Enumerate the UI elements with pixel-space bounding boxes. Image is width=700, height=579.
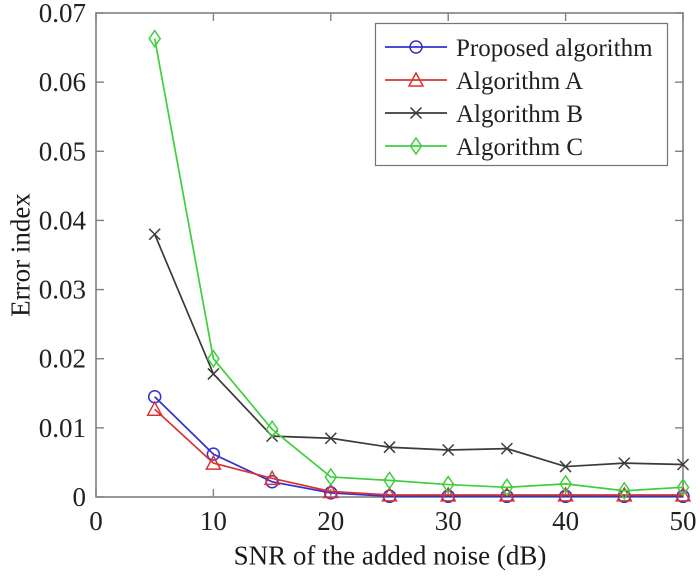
x-marker (148, 228, 161, 241)
x-marker-stroke (383, 441, 396, 454)
y-tick-label: 0 (73, 482, 87, 512)
triangle-marker (322, 482, 340, 499)
x-marker (409, 106, 423, 120)
x-marker (324, 432, 337, 445)
diamond-marker (500, 477, 514, 497)
diamond-marker (676, 477, 690, 497)
x-marker (559, 460, 572, 473)
series-algorithm-b (148, 228, 690, 473)
series-algorithm-a (146, 400, 692, 502)
legend-label: Algorithm A (456, 68, 583, 95)
x-tick-label: 50 (670, 506, 697, 536)
legend-label: Proposed algorithm (456, 35, 653, 62)
circle-marker (324, 486, 338, 500)
diamond-marker (617, 481, 631, 501)
series-line (153, 38, 684, 492)
diamond-marker (148, 29, 162, 48)
x-marker-stroke (324, 432, 337, 445)
diamond-marker (324, 467, 338, 487)
legend-item-algorithm-b: Algorithm B (385, 101, 583, 128)
x-marker-stroke (676, 458, 690, 471)
triangle-marker (674, 486, 692, 502)
y-tick-label: 0.03 (39, 275, 86, 305)
diamond-marker (206, 349, 220, 369)
x-tick-label: 10 (200, 506, 227, 536)
circle-marker (441, 489, 455, 504)
x-marker-stroke (207, 367, 220, 380)
series-line (154, 408, 683, 496)
x-marker-stroke (409, 106, 423, 120)
circle-marker (676, 489, 690, 504)
circle-marker (500, 489, 514, 504)
diamond-marker (559, 474, 573, 494)
triangle-marker (146, 400, 163, 416)
y-tick-label: 0.01 (39, 413, 86, 443)
legend-item-proposed-algorithm: Proposed algorithm (385, 35, 653, 62)
x-tick-label: 20 (317, 506, 344, 536)
y-tick-label: 0.07 (39, 0, 86, 28)
diamond-marker (383, 471, 396, 490)
legend-item-algorithm-a: Algorithm A (385, 68, 583, 95)
triangle-marker (263, 469, 281, 486)
triangle-marker (498, 486, 516, 502)
diamond-marker (409, 136, 423, 156)
y-tick-label: 0.05 (39, 136, 86, 166)
x-marker-stroke (442, 443, 455, 457)
series-line (153, 233, 684, 468)
circle-marker (558, 489, 573, 504)
x-axis-title: SNR of the added noise (dB) (233, 540, 547, 571)
x-marker (618, 457, 631, 470)
y-tick-label: 0.02 (39, 344, 86, 374)
legend: Proposed algorithm Algorithm A Algorithm B… (374, 22, 669, 167)
series-proposed-algorithm (147, 389, 690, 504)
x-marker (500, 442, 513, 455)
x-marker-stroke (148, 228, 161, 241)
legend-item-algorithm-c: Algorithm C (385, 134, 583, 161)
series-line (154, 396, 683, 498)
triangle-marker (407, 71, 425, 87)
y-axis-title: Error index (5, 193, 36, 317)
circle-marker (382, 489, 397, 504)
circle-marker (206, 447, 221, 461)
y-tick-label: 0.04 (39, 205, 87, 235)
x-tick-label: 40 (552, 506, 579, 536)
x-marker (207, 367, 220, 380)
x-marker (676, 458, 690, 471)
triangle-marker (439, 486, 457, 502)
series-algorithm-c (148, 29, 690, 501)
legend-label: Algorithm C (456, 134, 583, 161)
y-tick-label: 0.06 (39, 67, 86, 97)
axes: 0 10 20 30 40 50 0 0.01 0.02 0.03 0.04 0.05 0.06 0.07 (39, 0, 697, 536)
x-marker-stroke (500, 442, 513, 455)
x-tick-label: 0 (89, 506, 103, 536)
x-tick-label: 30 (435, 506, 462, 536)
triangle-marker (381, 486, 398, 502)
diamond-marker (441, 475, 455, 494)
x-marker (442, 443, 455, 457)
circle-marker (409, 40, 423, 54)
x-marker (383, 441, 396, 454)
legend-label: Algorithm B (456, 101, 583, 128)
x-marker-stroke (618, 457, 631, 470)
diamond-marker (265, 419, 279, 439)
x-marker-stroke (559, 460, 572, 473)
triangle-marker (557, 486, 574, 502)
triangle-marker (205, 454, 222, 470)
